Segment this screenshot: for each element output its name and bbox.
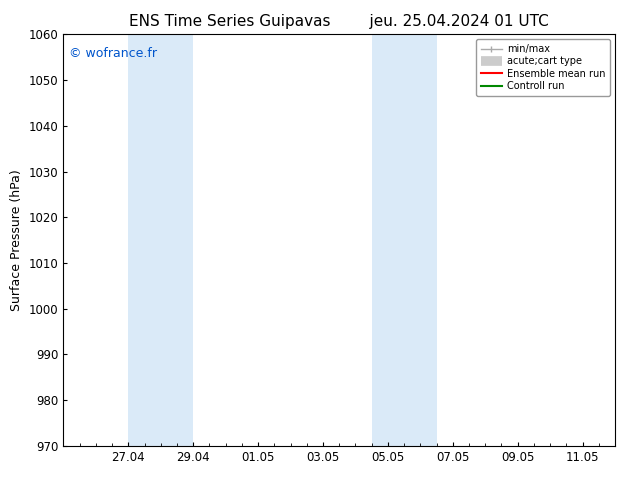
Title: ENS Time Series Guipavas        jeu. 25.04.2024 01 UTC: ENS Time Series Guipavas jeu. 25.04.2024…: [129, 14, 549, 29]
Text: © wofrance.fr: © wofrance.fr: [69, 47, 157, 60]
Y-axis label: Surface Pressure (hPa): Surface Pressure (hPa): [10, 169, 23, 311]
Legend: min/max, acute;cart type, Ensemble mean run, Controll run: min/max, acute;cart type, Ensemble mean …: [476, 39, 610, 96]
Bar: [128, 34, 193, 446]
Bar: [372, 34, 437, 446]
